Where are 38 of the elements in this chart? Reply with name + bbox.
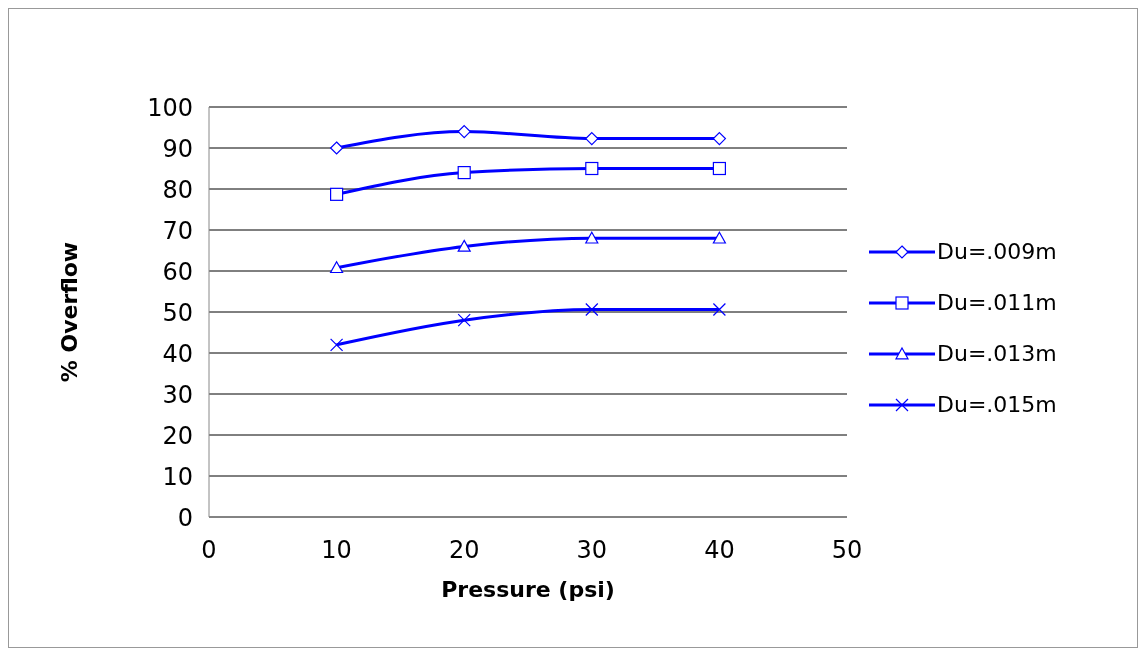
y-tick-label: 30 [162,380,193,409]
point [585,231,599,244]
x-tick-label: 10 [321,536,352,565]
point [330,261,344,274]
point [712,161,726,176]
point [330,187,344,201]
x-axis-title: Pressure (psi) [441,577,615,602]
point [457,166,471,180]
x-tick-label: 40 [704,536,735,565]
point [457,313,471,327]
y-tick-label: 20 [162,421,193,450]
legend-label: Du=.011m [937,290,1057,315]
point [457,125,471,139]
point [330,141,344,155]
legend-label: Du=.009m [937,239,1057,264]
y-tick-label: 0 [177,503,193,532]
point [585,161,599,176]
point [585,131,599,146]
y-tick-label: 10 [162,462,193,491]
y-tick-label: 50 [162,298,193,327]
y-axis-title: % Overflow [56,241,82,383]
point [330,338,344,352]
y-tick-label: 40 [162,339,193,368]
y-tick-label: 90 [162,134,193,163]
y-tick-label: 60 [162,257,193,286]
x-tick-label: 50 [831,536,863,565]
x-tick-label: 20 [448,536,480,565]
legend-label: Du=.015m [937,392,1057,417]
y-tick-label: 70 [162,216,193,245]
y-tick-label: 100 [147,93,193,122]
point [457,239,471,252]
x-tick-label: 0 [201,536,217,565]
y-tick-label: 80 [162,175,193,204]
legend-label: Du=.013m [937,341,1057,366]
point [712,302,726,317]
point [712,231,726,244]
point [585,302,599,317]
x-tick-label: 30 [576,536,608,565]
